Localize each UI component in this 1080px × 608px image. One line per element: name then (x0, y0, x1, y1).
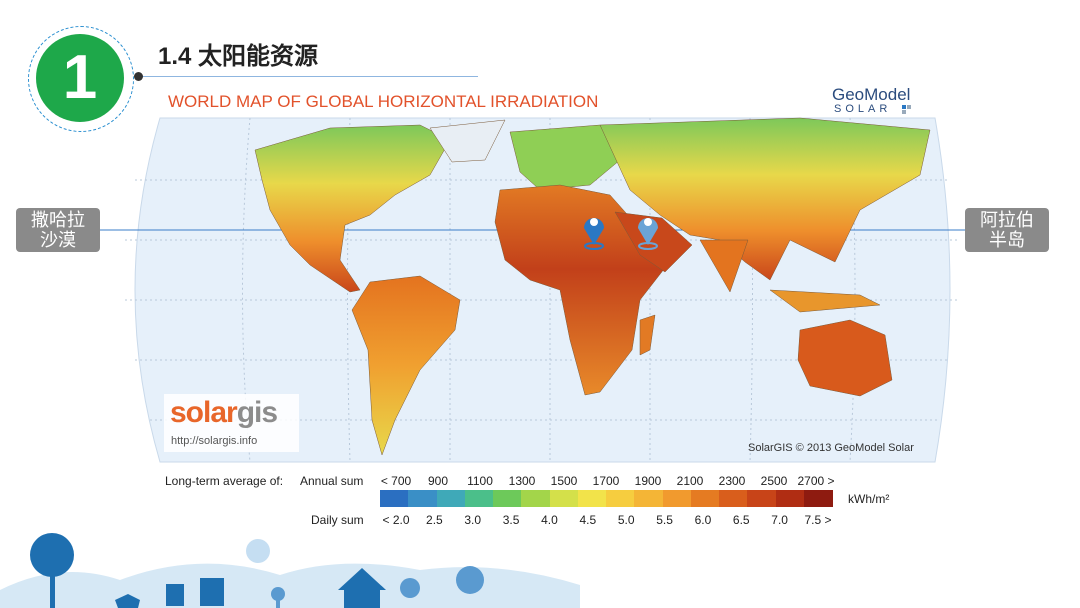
legend-row-label: Annual sum (300, 474, 364, 488)
legend-swatch (719, 490, 748, 507)
legend-swatch (747, 490, 776, 507)
decorative-scenery (0, 533, 580, 608)
legend-tick-label: 2500 (760, 474, 788, 488)
indonesia (769, 289, 881, 313)
australia (797, 319, 893, 397)
location-pin (638, 218, 658, 250)
title-dot (134, 72, 143, 81)
legend-swatch (690, 490, 720, 507)
legend-tick-label: 1300 (508, 474, 536, 488)
legend-swatch (521, 490, 550, 507)
copyright: SolarGIS © 2013 GeoModel Solar (748, 442, 914, 454)
india (699, 239, 749, 293)
logo: solargis (170, 396, 278, 430)
legend-swatch (775, 490, 805, 507)
legend-swatch (493, 490, 522, 507)
madagascar (639, 314, 656, 356)
logo-text: gis (236, 396, 278, 429)
brand-subname: SOLAR (834, 103, 892, 115)
legend-tick-label: 7.5 > (804, 513, 832, 527)
legend-swatch (577, 490, 607, 507)
url: http://solargis.info (171, 435, 258, 447)
legend-tick-label: 1100 (467, 474, 493, 488)
legend-tick-label: 6.5 (732, 513, 750, 527)
legend-tick-label: 2100 (676, 474, 704, 488)
legend-tick-label: 900 (427, 474, 449, 488)
callout-line: 阿拉伯 (980, 210, 1034, 230)
callout-line: 半岛 (989, 230, 1025, 250)
legend-tick-label: 1700 (592, 474, 620, 488)
callout: 阿拉伯 半岛 (965, 208, 1049, 252)
callout-line: 撒哈拉 (31, 210, 85, 230)
legend-tick-label: 6.0 (694, 513, 712, 527)
number-ring (28, 26, 134, 132)
brand-name: GeoModel (832, 85, 911, 104)
asia (599, 117, 931, 281)
map-title: WORLD MAP OF GLOBAL HORIZONTAL IRRADIATI… (168, 92, 599, 111)
legend-tick-label: 3.0 (464, 513, 482, 527)
logo-text: solar (170, 396, 238, 429)
legend-swatch (606, 490, 635, 507)
continents (254, 117, 931, 456)
legend-swatch (549, 490, 579, 507)
legend-swatch (803, 490, 833, 507)
legend-tick-label: 1900 (634, 474, 662, 488)
legend-tick-label: 4.5 (579, 513, 597, 527)
title-rule (138, 76, 478, 77)
legend-tick-label: < 700 (380, 474, 412, 488)
slide-title: 1.4 太阳能资源 (158, 43, 319, 70)
legend-row-label: Daily sum (311, 513, 364, 527)
legend-tick-label: 7.0 (771, 513, 788, 527)
legend-swatch (464, 490, 494, 507)
greenland (429, 119, 506, 163)
legend-unit: kWh/m² (848, 492, 890, 506)
legend-swatch (408, 490, 437, 507)
legend-tick-label: 2700 > (797, 474, 835, 488)
legend-tick-label: 2.5 (426, 513, 443, 527)
legend-swatch (436, 490, 466, 507)
legend-tick-label: 4.0 (541, 513, 558, 527)
legend-caption: Long-term average of: (165, 474, 284, 488)
callout: 撒哈拉 沙漠 (16, 208, 100, 252)
location-pin (584, 218, 604, 250)
legend-tick-label: 2300 (718, 474, 746, 488)
logo-panel (164, 394, 299, 452)
legend-tick-label: 5.5 (656, 513, 673, 527)
callout-line: 沙漠 (40, 230, 76, 250)
south-america (351, 275, 461, 456)
legend-tick-label: 1500 (550, 474, 578, 488)
brand-icon (902, 105, 911, 114)
legend-tick-label: 5.0 (617, 513, 635, 527)
legend-tick-label: < 2.0 (382, 513, 410, 527)
legend-tick-label: 3.5 (502, 513, 520, 527)
arabia (614, 211, 693, 273)
legend-swatch (662, 490, 692, 507)
legend-swatch (380, 490, 409, 507)
legend-swatch (634, 490, 663, 507)
section-number: 1 (36, 34, 124, 122)
